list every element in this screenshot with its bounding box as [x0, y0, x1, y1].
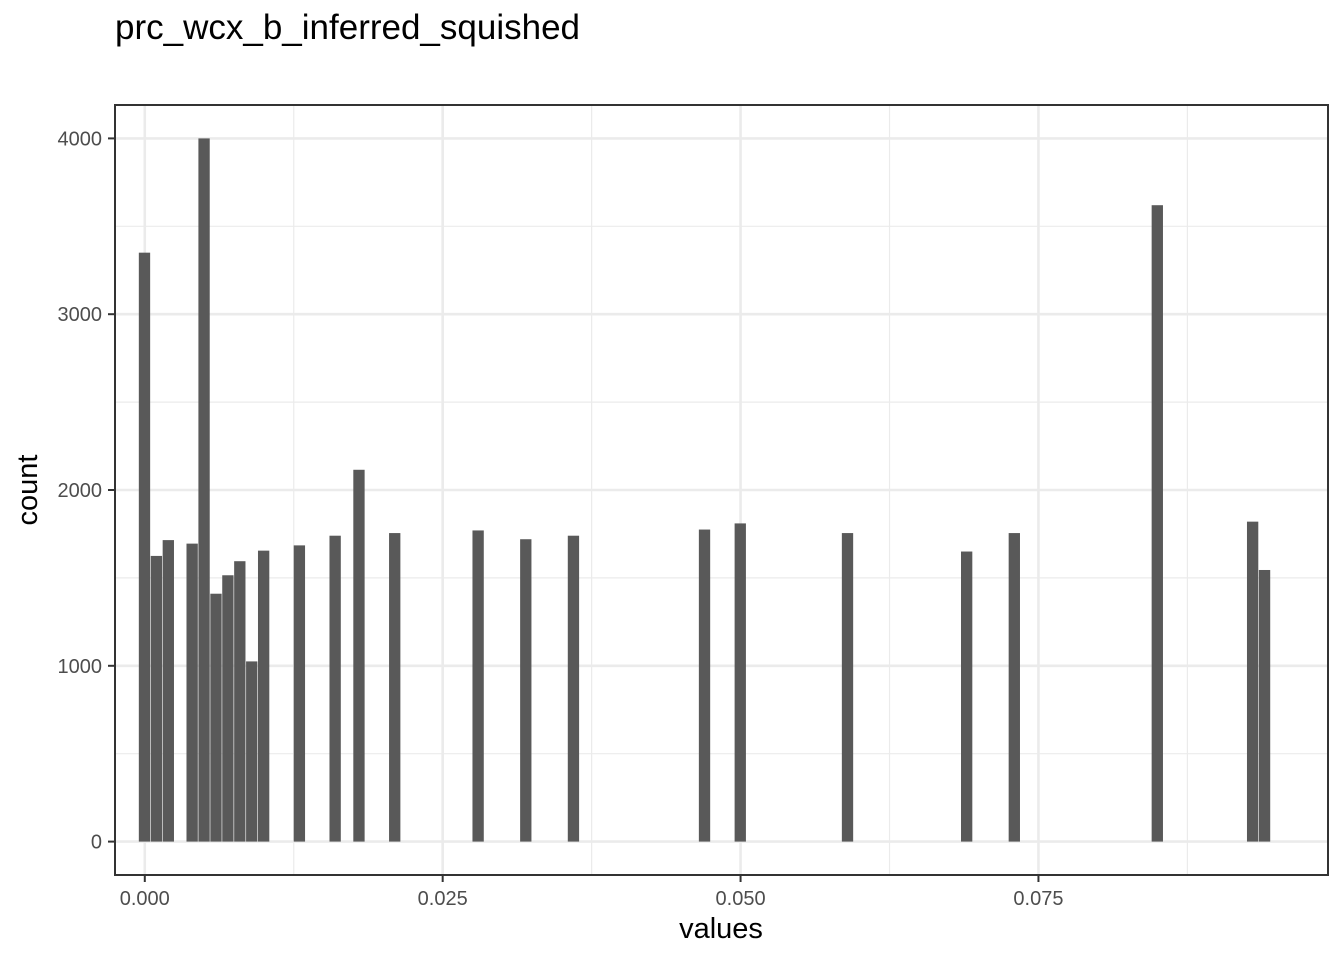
histogram-bar	[138, 252, 151, 842]
histogram-bar	[234, 561, 246, 842]
histogram-bar	[841, 533, 854, 842]
histogram-bar	[222, 575, 234, 842]
histogram-bar	[1246, 521, 1259, 842]
histogram-bar	[1258, 569, 1271, 842]
histogram-bar	[246, 661, 258, 842]
chart-title: prc_wcx_b_inferred_squished	[115, 8, 580, 47]
histogram-bar	[1151, 205, 1163, 842]
histogram-bar	[186, 543, 198, 842]
y-tick-label: 1000	[58, 656, 103, 678]
y-tick-label: 0	[91, 832, 102, 854]
histogram-bar	[329, 535, 341, 842]
histogram-bar	[1008, 533, 1020, 842]
histogram-bar	[734, 523, 746, 842]
histogram-bar	[198, 138, 210, 842]
x-tick-label: 0.000	[120, 888, 170, 910]
histogram-bar	[353, 469, 365, 842]
histogram-bar	[520, 539, 532, 842]
x-tick-label: 0.050	[716, 888, 766, 910]
histogram-bar	[257, 550, 270, 842]
histogram-bars	[138, 138, 1271, 842]
axes: 0.000 0.025 0.050 0.075 0 1000 2000 3000 4000	[58, 128, 1064, 910]
x-tick-label: 0.025	[418, 888, 468, 910]
y-tick-label: 4000	[58, 128, 103, 150]
histogram-bar	[150, 555, 163, 842]
y-tick-label: 2000	[58, 480, 103, 502]
histogram-bar	[698, 529, 711, 842]
y-tick-label: 3000	[58, 304, 103, 326]
histogram-bar	[389, 533, 401, 842]
histogram-bar	[961, 551, 973, 842]
x-tick-label: 0.075	[1013, 888, 1063, 910]
histogram-bar	[567, 535, 580, 842]
histogram-bar	[162, 540, 174, 842]
y-axis-title: count	[12, 455, 44, 526]
histogram-bar	[293, 545, 306, 842]
histogram-bar	[472, 530, 484, 842]
histogram-bar	[210, 593, 222, 842]
x-axis-title: values	[679, 913, 763, 945]
